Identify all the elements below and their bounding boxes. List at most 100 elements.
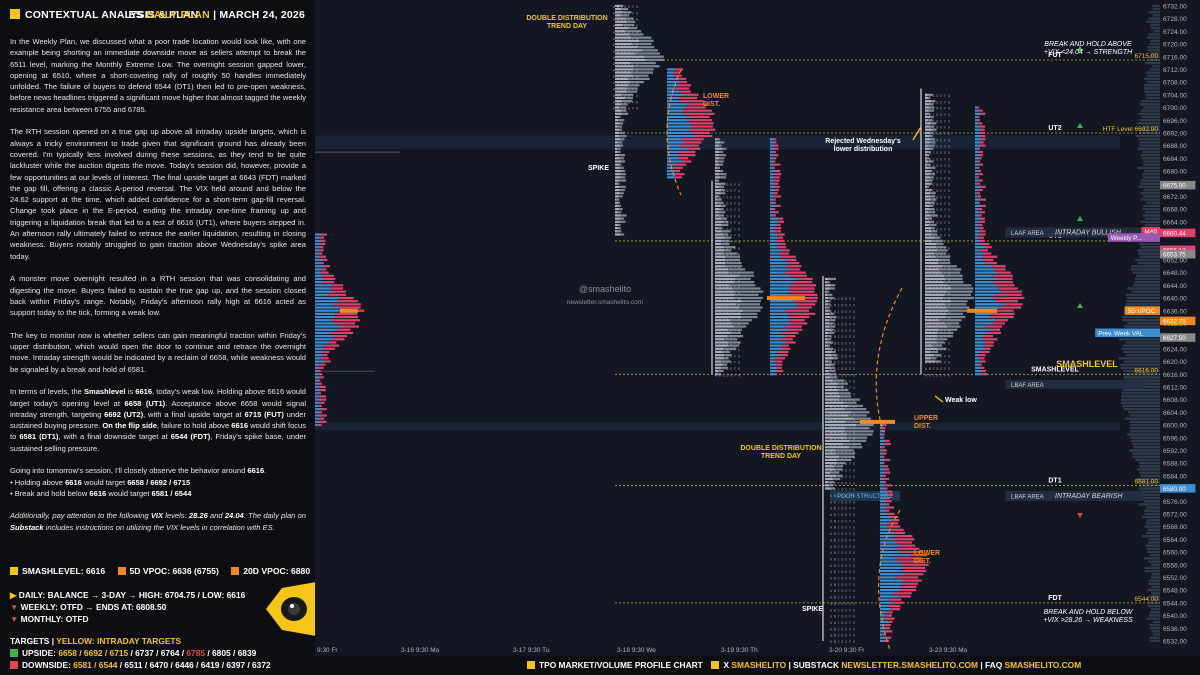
tpo-bar <box>322 281 335 284</box>
volume-profile-bar <box>1135 458 1160 462</box>
volume-profile-bar <box>1141 157 1160 160</box>
y-tick-label: 6604.00 <box>1163 410 1187 417</box>
tpo-bar <box>925 144 929 147</box>
volume-profile-bar <box>1138 487 1160 490</box>
volume-profile-bar <box>1148 614 1160 617</box>
tpo-bar <box>825 433 847 436</box>
volume-profile-bar <box>1143 106 1160 109</box>
tpo-bar <box>885 458 891 462</box>
tpo-bar <box>615 58 646 61</box>
laaf-area-label: LAAF AREA <box>1011 231 1044 237</box>
levels-row: SMASHLEVEL: 6616 5D VPOC: 6636 (6755) 20… <box>10 566 310 576</box>
tpo-letters: A B C D E F G <box>613 62 638 66</box>
tpo-bar <box>789 268 800 271</box>
volume-profile-bar <box>1152 620 1160 624</box>
volume-profile-bar <box>1146 617 1160 620</box>
tpo-bar <box>830 366 835 369</box>
tpo-letters: A B C D E F G <box>613 107 638 111</box>
volume-profile-bar <box>1123 369 1160 373</box>
tpo-bar <box>928 96 931 100</box>
tpo-bar <box>882 436 885 439</box>
tpo-bar <box>619 134 627 138</box>
tpo-bar <box>885 468 890 471</box>
volume-profile-bar <box>1145 61 1160 65</box>
y-tick-label: 6548.00 <box>1163 588 1187 595</box>
tpo-bar <box>825 284 832 287</box>
tpo-bar <box>645 58 665 61</box>
tpo-bar <box>789 328 803 331</box>
tpo-bar <box>722 350 731 354</box>
tpo-bar <box>719 176 727 179</box>
tpo-bar <box>315 366 319 369</box>
tpo-bar <box>615 211 619 214</box>
tpo-bar <box>975 223 979 227</box>
tpo-bar <box>683 109 712 112</box>
volume-profile-bar <box>1139 484 1160 487</box>
tpo-bar <box>829 322 834 325</box>
tpo-bar <box>929 166 936 169</box>
tpo-letters: A B C D E F G <box>925 354 950 358</box>
tpo-bar <box>778 242 786 246</box>
tpo-letters: A B C D E F G <box>715 354 740 358</box>
volume-profile-bar <box>1149 68 1160 71</box>
tpo-letters: A B C D E F G <box>830 577 855 581</box>
tpo-bar <box>880 477 885 481</box>
tpo-bar <box>715 331 731 335</box>
tpo-bar <box>620 233 625 236</box>
y-tick-label: 6680.00 <box>1163 169 1187 176</box>
volume-profile-bar <box>1126 353 1160 357</box>
tpo-bar <box>975 287 999 290</box>
x-tick-label: 3-16 9:30 Mo <box>401 647 440 654</box>
volume-profile-bar <box>1150 23 1160 27</box>
tpo-bar <box>734 293 759 296</box>
level-tag: HTF Level 6692.00 <box>1103 126 1159 133</box>
level-tag: 6715.00 <box>1135 53 1159 60</box>
volume-profile-bar <box>1130 268 1160 271</box>
tpo-bar <box>925 204 930 208</box>
tpo-bar <box>619 188 625 192</box>
tpo-bar <box>880 455 882 458</box>
tpo-bar <box>825 315 830 319</box>
tpo-bar <box>880 430 883 433</box>
tpo-bar <box>977 195 981 198</box>
tpo-bar <box>315 369 318 373</box>
tpo-bar <box>975 230 981 233</box>
tpo-letters: A B C D E F G <box>925 119 950 123</box>
tpo-bar <box>825 423 857 427</box>
tpo-bar <box>827 338 832 341</box>
tpo-bar <box>894 547 920 550</box>
tpo-bar <box>880 512 888 515</box>
tpo-bar <box>770 344 782 347</box>
tpo-bar <box>615 122 620 125</box>
y-tick-label: 6704.00 <box>1163 92 1187 99</box>
tpo-bar <box>975 284 997 287</box>
tpo-bar <box>770 357 776 360</box>
triangle-down-icon: ▼ <box>10 602 19 612</box>
tpo-bar <box>323 344 340 347</box>
tpo-bar <box>315 398 322 401</box>
footer-newsletter-link[interactable]: NEWSLETTER.SMASHELITO.COM <box>841 660 978 670</box>
tpo-bar <box>667 144 680 147</box>
tpo-bar <box>925 242 937 246</box>
tpo-bar <box>315 290 333 293</box>
price-tag <box>1160 484 1196 493</box>
volume-profile-bar <box>1146 547 1160 551</box>
volume-profile-bar <box>1141 115 1160 119</box>
tpo-bar <box>885 614 892 617</box>
y-tick-label: 6664.00 <box>1163 219 1187 226</box>
footer-handle-link[interactable]: SMASHELITO <box>731 660 787 670</box>
volume-profile-bar <box>1135 134 1160 138</box>
tpo-bar <box>880 582 903 585</box>
tpo-letters: A B C D E F G <box>613 56 638 60</box>
tpo-bar <box>718 369 724 373</box>
price-tag <box>1160 245 1196 255</box>
tpo-bar <box>830 376 838 379</box>
level-label-fdt: FDT <box>1048 595 1062 602</box>
tpo-bar <box>770 338 781 341</box>
tpo-bar <box>615 115 618 119</box>
volume-profile-bar <box>1140 179 1160 182</box>
tpo-bar <box>944 274 963 277</box>
tpo-bar <box>925 281 944 284</box>
footer-site-link[interactable]: SMASHELITO.COM <box>1004 660 1082 670</box>
